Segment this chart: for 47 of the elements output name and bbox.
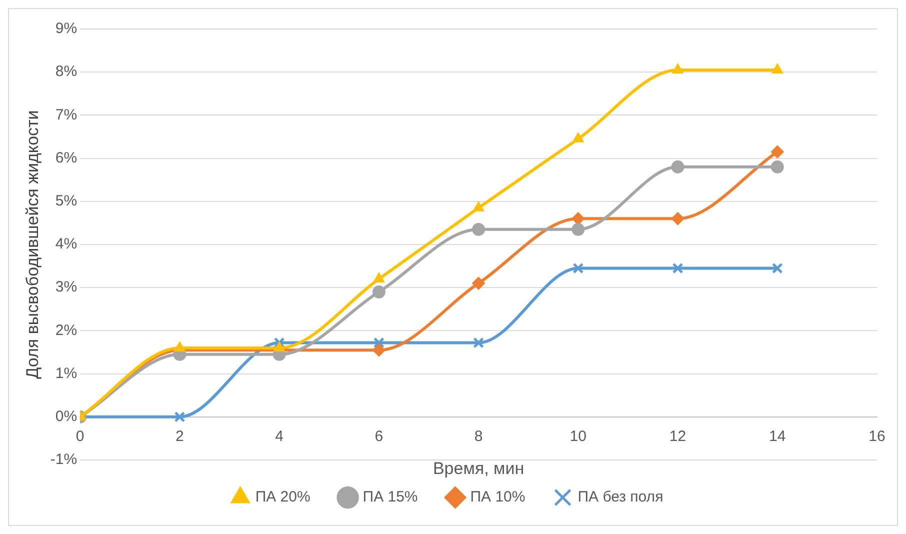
y-tick-label: -1%: [50, 451, 78, 468]
x-tick-label: 4: [275, 428, 284, 446]
point: [770, 145, 784, 158]
y-tick-label: 1%: [55, 364, 78, 382]
y-tick-label: 2%: [55, 322, 78, 339]
point: [373, 337, 384, 348]
point: [472, 222, 486, 236]
point: [572, 262, 584, 274]
point: [572, 222, 585, 236]
legend-label: ПА без поля: [578, 488, 664, 506]
point: [572, 132, 584, 142]
x-tick-label: 10: [570, 428, 586, 446]
y-tick-label: 7%: [55, 106, 78, 124]
point: [672, 63, 684, 74]
point: [772, 262, 783, 274]
point: [671, 212, 684, 226]
x-tick-label: 16: [868, 428, 886, 446]
point: [572, 212, 585, 226]
point: [174, 411, 186, 422]
point: [671, 160, 684, 174]
y-tick-label: 0%: [55, 408, 78, 426]
y-tick-label: 3%: [55, 278, 78, 296]
y-tick-label: 6%: [55, 149, 78, 166]
legend-label: ПА 20%: [255, 488, 310, 506]
x-tick-label: 2: [176, 428, 184, 446]
y-tick-label: 8%: [55, 63, 78, 80]
point: [772, 63, 784, 74]
y-tick-label: 5%: [55, 192, 78, 210]
x-tick-label: 0: [76, 428, 84, 446]
point: [373, 272, 385, 282]
legend-label: ПА 10%: [470, 488, 526, 506]
legend-label: ПА 15%: [362, 488, 418, 506]
y-axis-title: Доля высвободившейся жидкости: [22, 110, 42, 379]
point: [372, 285, 386, 298]
y-tick-label: 9%: [55, 20, 78, 38]
point: [472, 201, 484, 212]
y-tick-label: 4%: [55, 236, 78, 253]
point: [473, 337, 484, 348]
point: [770, 160, 784, 174]
point: [372, 344, 386, 357]
x-tick-label: 12: [669, 428, 686, 446]
x-tick-label: 8: [474, 428, 483, 446]
point: [472, 276, 486, 290]
x-tick-label: 14: [769, 428, 786, 446]
x-tick-label: 6: [374, 428, 384, 446]
x-axis-title: Время, мин: [432, 458, 524, 478]
point: [672, 262, 684, 274]
